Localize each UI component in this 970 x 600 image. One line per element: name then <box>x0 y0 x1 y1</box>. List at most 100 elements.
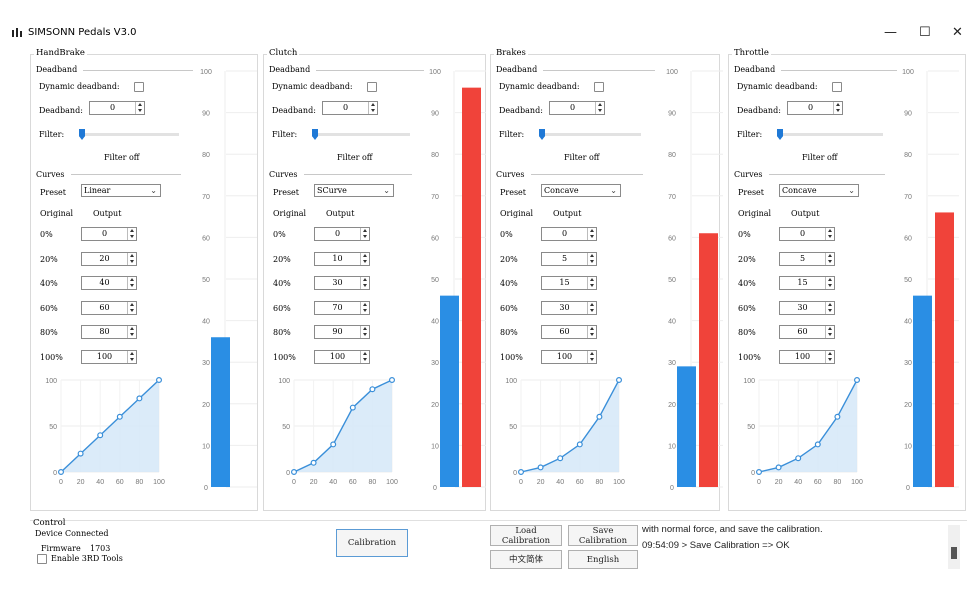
filter-slider[interactable] <box>79 129 179 140</box>
curve-point-input-arrows[interactable] <box>825 351 834 363</box>
preset-select[interactable]: Concave ⌄ <box>779 184 859 197</box>
spin-down-icon[interactable] <box>363 308 367 312</box>
curve-point-input[interactable]: 80 <box>81 325 137 340</box>
spin-up-icon[interactable] <box>590 253 594 257</box>
slider-track[interactable] <box>79 133 179 136</box>
spin-up-icon[interactable] <box>138 103 142 106</box>
curve-point-input[interactable]: 0 <box>779 227 835 241</box>
curve-point-input[interactable]: 15 <box>779 276 835 291</box>
curve-point-input-arrows[interactable] <box>360 301 369 314</box>
preset-select[interactable]: SCurve ⌄ <box>314 184 394 197</box>
spin-up-icon[interactable] <box>130 352 134 355</box>
spin-up-icon[interactable] <box>598 103 602 106</box>
curve-point-input[interactable]: 60 <box>541 325 597 340</box>
maximize-button[interactable]: ☐ <box>919 25 931 40</box>
dynamic-deadband-checkbox[interactable] <box>367 82 377 92</box>
slider-knob[interactable] <box>539 129 545 140</box>
deadband-input-arrows[interactable] <box>368 102 377 114</box>
curve-point-input-arrows[interactable] <box>127 252 136 265</box>
spin-up-icon[interactable] <box>130 278 134 282</box>
deadband-input-arrows[interactable] <box>833 102 842 114</box>
curve-point-input[interactable]: 0 <box>541 227 597 241</box>
deadband-input[interactable]: 0 <box>322 101 378 115</box>
curve-point-input-arrows[interactable] <box>587 301 596 314</box>
spin-down-icon[interactable] <box>130 259 134 263</box>
slider-knob[interactable] <box>777 129 783 140</box>
spin-up-icon[interactable] <box>130 327 134 331</box>
curve-point-input-arrows[interactable] <box>825 277 834 290</box>
curve-point-input[interactable]: 100 <box>779 350 835 364</box>
filter-slider[interactable] <box>312 129 410 140</box>
chevron-down-icon[interactable]: ⌄ <box>150 186 157 195</box>
curve-point-input[interactable]: 30 <box>779 300 835 315</box>
spin-down-icon[interactable] <box>828 259 832 263</box>
spin-up-icon[interactable] <box>371 103 375 106</box>
deadband-input[interactable]: 0 <box>89 101 145 115</box>
spin-up-icon[interactable] <box>363 327 367 331</box>
curve-point-input-arrows[interactable] <box>825 326 834 339</box>
spin-down-icon[interactable] <box>590 358 594 361</box>
spin-down-icon[interactable] <box>363 235 367 238</box>
language-english-button[interactable]: English <box>568 550 638 569</box>
spin-down-icon[interactable] <box>363 358 367 361</box>
spin-down-icon[interactable] <box>130 358 134 361</box>
spin-down-icon[interactable] <box>828 358 832 361</box>
curve-point-input-arrows[interactable] <box>825 301 834 314</box>
filter-slider[interactable] <box>777 129 883 140</box>
spin-up-icon[interactable] <box>590 278 594 282</box>
curve-point-input[interactable]: 0 <box>314 227 370 241</box>
curve-point-input[interactable]: 0 <box>81 227 137 241</box>
spin-up-icon[interactable] <box>363 352 367 355</box>
spin-up-icon[interactable] <box>828 302 832 306</box>
chevron-down-icon[interactable]: ⌄ <box>383 186 390 195</box>
spin-down-icon[interactable] <box>130 235 134 238</box>
spin-down-icon[interactable] <box>828 284 832 288</box>
spin-down-icon[interactable] <box>130 308 134 312</box>
spin-up-icon[interactable] <box>836 103 840 106</box>
deadband-input[interactable]: 0 <box>787 101 843 115</box>
curve-point-input[interactable]: 5 <box>541 251 597 266</box>
curve-point-input-arrows[interactable] <box>825 252 834 265</box>
language-chinese-button[interactable]: 中文简体 <box>490 550 562 569</box>
filter-slider[interactable] <box>539 129 641 140</box>
curve-point-input[interactable]: 5 <box>779 251 835 266</box>
curve-point-input[interactable]: 40 <box>81 276 137 291</box>
deadband-input[interactable]: 0 <box>549 101 605 115</box>
curve-point-input-arrows[interactable] <box>587 252 596 265</box>
spin-up-icon[interactable] <box>828 229 832 232</box>
close-button[interactable]: ✕ <box>952 25 963 40</box>
slider-track[interactable] <box>777 133 883 136</box>
slider-knob[interactable] <box>312 129 318 140</box>
curve-point-input-arrows[interactable] <box>360 351 369 363</box>
dynamic-deadband-checkbox[interactable] <box>594 82 604 92</box>
spin-up-icon[interactable] <box>828 278 832 282</box>
slider-knob[interactable] <box>79 129 85 140</box>
minimize-button[interactable]: — <box>884 25 897 40</box>
curve-point-input[interactable]: 30 <box>314 276 370 291</box>
spin-up-icon[interactable] <box>590 229 594 232</box>
spin-down-icon[interactable] <box>363 259 367 263</box>
spin-up-icon[interactable] <box>363 302 367 306</box>
curve-point-input[interactable]: 60 <box>81 300 137 315</box>
preset-select[interactable]: Linear ⌄ <box>81 184 161 197</box>
spin-up-icon[interactable] <box>363 278 367 282</box>
slider-track[interactable] <box>539 133 641 136</box>
log-scrollbar-thumb[interactable] <box>951 547 957 559</box>
curve-point-input[interactable]: 20 <box>81 251 137 266</box>
spin-down-icon[interactable] <box>130 333 134 337</box>
curve-point-input[interactable]: 30 <box>541 300 597 315</box>
curve-point-input-arrows[interactable] <box>587 351 596 363</box>
spin-up-icon[interactable] <box>590 352 594 355</box>
curve-point-input[interactable]: 10 <box>314 251 370 266</box>
curve-point-input-arrows[interactable] <box>127 351 136 363</box>
curve-point-input-arrows[interactable] <box>127 301 136 314</box>
spin-down-icon[interactable] <box>828 235 832 238</box>
curve-point-input[interactable]: 60 <box>779 325 835 340</box>
spin-down-icon[interactable] <box>138 109 142 112</box>
curve-point-input[interactable]: 100 <box>81 350 137 364</box>
spin-down-icon[interactable] <box>590 284 594 288</box>
curve-point-input-arrows[interactable] <box>825 228 834 240</box>
curve-point-input-arrows[interactable] <box>360 326 369 339</box>
calibration-button[interactable]: Calibration <box>336 529 408 557</box>
spin-down-icon[interactable] <box>828 308 832 312</box>
